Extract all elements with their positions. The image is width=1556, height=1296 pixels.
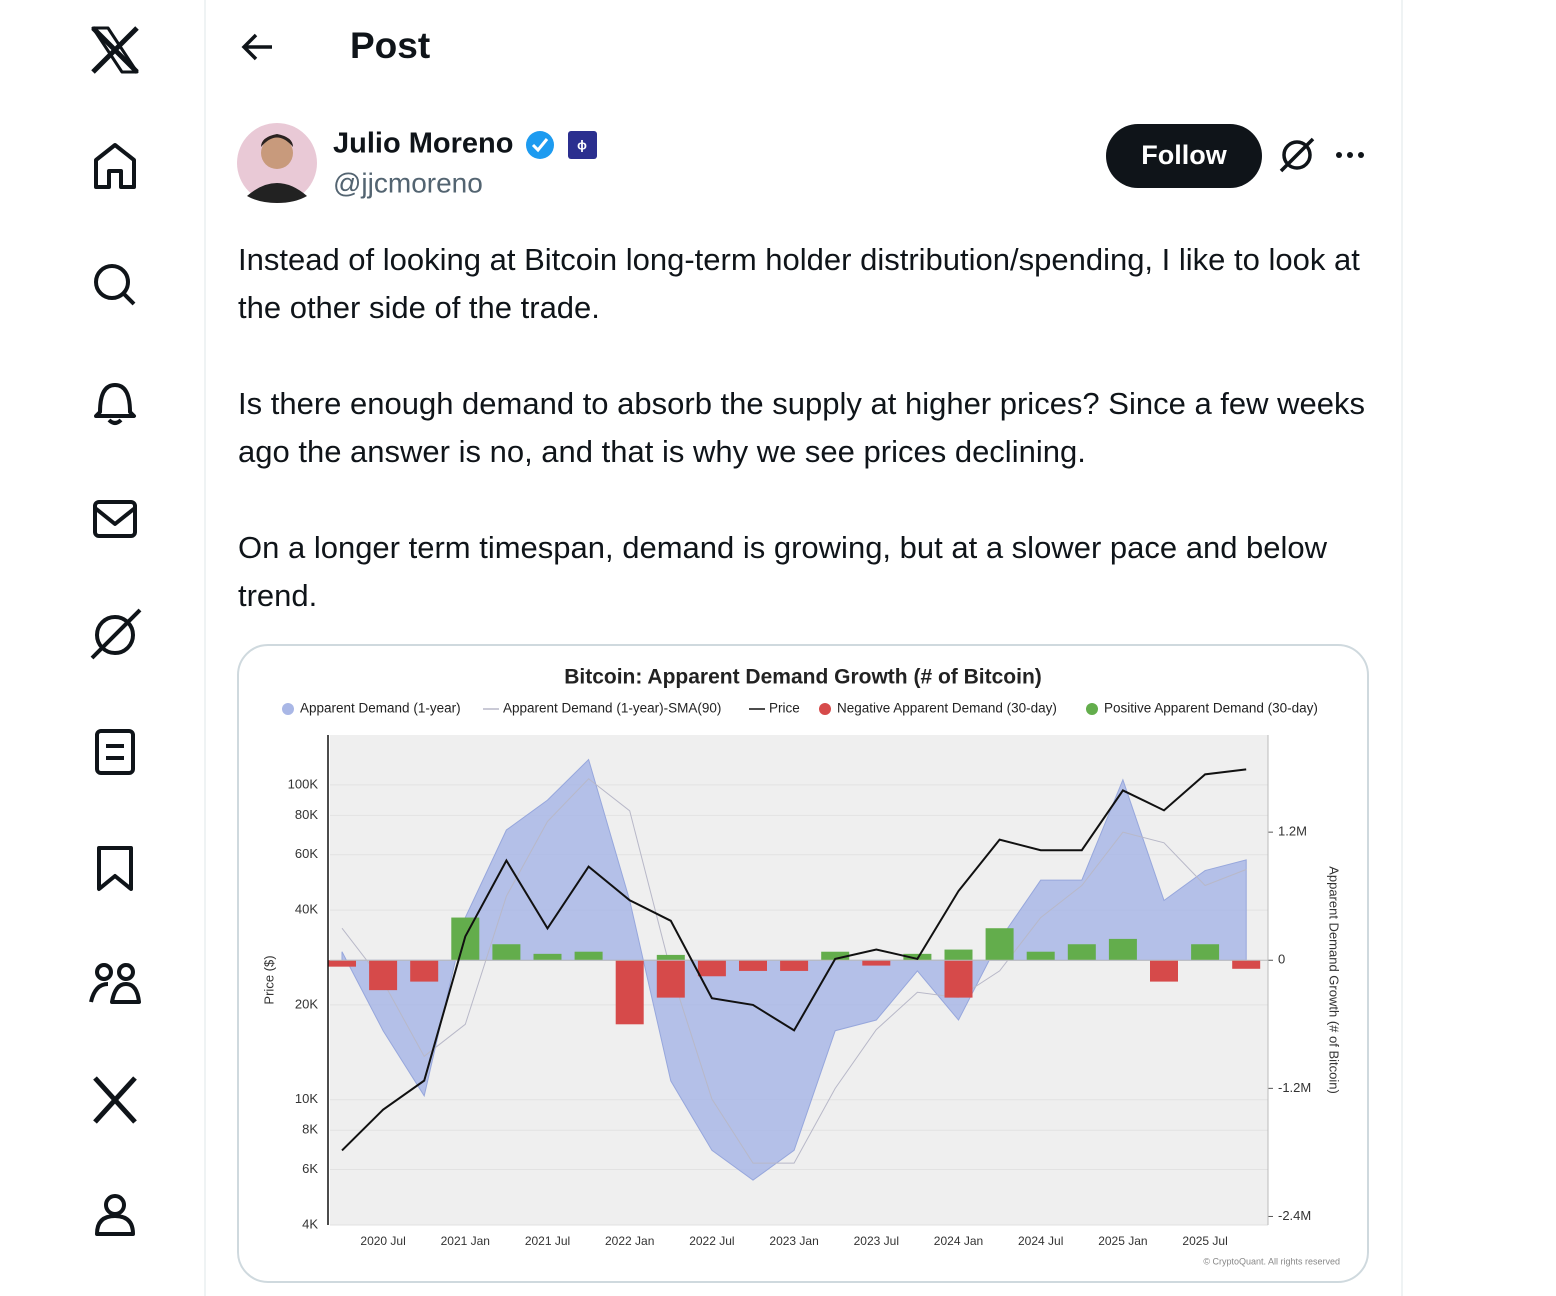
back-button[interactable] [241, 33, 272, 61]
legend-label: Price [769, 701, 800, 716]
legend-label: Positive Apparent Demand (30-day) [1104, 701, 1318, 716]
series-line [341, 768, 1247, 1152]
bar [656, 960, 685, 998]
x-tick-label: 2020 Jul [360, 1234, 405, 1248]
x-tick-label: 2021 Jan [441, 1234, 490, 1248]
bar [574, 951, 603, 961]
bar [410, 960, 439, 982]
lists-icon[interactable] [95, 729, 135, 775]
bar [780, 960, 809, 971]
bar [862, 960, 891, 966]
notifications-icon[interactable] [94, 383, 136, 425]
svg-text:ϕ: ϕ [577, 137, 587, 152]
bar [492, 944, 521, 961]
y-tick-label: 60K [295, 846, 318, 861]
communities-icon[interactable] [89, 963, 141, 1004]
y-tick-label: 10K [295, 1091, 318, 1106]
bar [697, 960, 726, 977]
bar [615, 960, 644, 1025]
bar [533, 953, 562, 961]
author-name[interactable]: Julio Moreno [333, 128, 513, 160]
bar [1232, 960, 1261, 969]
verified-badge [526, 131, 554, 159]
y2-tick-label: -1.2M [1278, 1080, 1311, 1095]
logo[interactable] [91, 26, 139, 74]
header-title: Post [350, 25, 430, 66]
x-tick-label: 2022 Jan [605, 1234, 654, 1248]
x-tick-label: 2025 Jan [1098, 1234, 1147, 1248]
y2-tick-label: -2.4M [1278, 1208, 1311, 1223]
bar [1067, 944, 1096, 961]
bar [985, 928, 1014, 961]
follow-label[interactable]: Follow [1141, 140, 1227, 170]
y-tick-label: 100K [288, 776, 319, 791]
bar [1191, 944, 1220, 961]
chart-credit: © CryptoQuant. All rights reserved [1203, 1256, 1340, 1266]
post-paragraph: Instead of looking at Bitcoin long-term … [238, 242, 1360, 325]
messages-icon[interactable] [93, 500, 137, 538]
author-handle[interactable]: @jjcmoreno [333, 167, 483, 198]
y-tick-label: 40K [295, 902, 318, 917]
x-tick-label: 2021 Jul [525, 1234, 570, 1248]
y2-tick-label: 0 [1278, 952, 1285, 967]
y-tick-label: 20K [295, 996, 318, 1011]
legend-label: Apparent Demand (1-year)-SMA(90) [503, 701, 721, 716]
post-paragraph: Is there enough demand to absorb the sup… [238, 386, 1366, 469]
bar [328, 960, 356, 967]
bar [1026, 951, 1055, 961]
y-tick-label: 6K [302, 1161, 318, 1176]
y2-tick-label: 1.2M [1278, 824, 1307, 839]
bar [656, 954, 685, 961]
y2-axis-label: Apparent Demand Growth (# of Bitcoin) [1327, 866, 1342, 1094]
more-button[interactable] [1336, 152, 1364, 158]
chart-title: Bitcoin: Apparent Demand Growth (# of Bi… [564, 666, 1042, 689]
bar [739, 960, 767, 971]
post-paragraph: On a longer term timespan, demand is gro… [238, 530, 1328, 613]
legend-label: Negative Apparent Demand (30-day) [837, 701, 1057, 716]
premium-icon[interactable] [93, 1076, 137, 1124]
series-line [341, 778, 1247, 1164]
y-tick-label: 80K [295, 807, 318, 822]
bar [1108, 938, 1137, 961]
avatar[interactable] [237, 123, 317, 203]
bar [1150, 960, 1178, 982]
sidebar [89, 26, 142, 1236]
x-tick-label: 2022 Jul [689, 1234, 734, 1248]
legend-swatch [282, 703, 294, 715]
x-tick-label: 2024 Jul [1018, 1234, 1063, 1248]
legend-label: Apparent Demand (1-year) [300, 701, 461, 716]
y-tick-label: 4K [302, 1216, 318, 1231]
x-tick-label: 2025 Jul [1182, 1234, 1227, 1248]
bar [944, 960, 973, 998]
bar [369, 960, 398, 991]
grok-button[interactable] [1279, 137, 1315, 173]
home-icon[interactable] [94, 143, 136, 189]
y-axis-label: Price ($) [261, 955, 276, 1004]
legend-swatch [1086, 703, 1098, 715]
legend-swatch [819, 703, 831, 715]
y-tick-label: 8K [302, 1122, 318, 1137]
profile-icon[interactable] [95, 1194, 135, 1236]
bookmarks-icon[interactable] [97, 846, 133, 891]
follow-button[interactable] [1106, 124, 1262, 188]
x-tick-label: 2023 Jan [769, 1234, 818, 1248]
grok-icon[interactable] [90, 608, 142, 660]
x-tick-label: 2024 Jan [934, 1234, 983, 1248]
bar [821, 951, 850, 961]
x-tick-label: 2023 Jul [854, 1234, 899, 1248]
affiliate-badge: ϕ [568, 131, 597, 159]
bar [944, 949, 973, 961]
search-icon[interactable] [94, 264, 136, 306]
